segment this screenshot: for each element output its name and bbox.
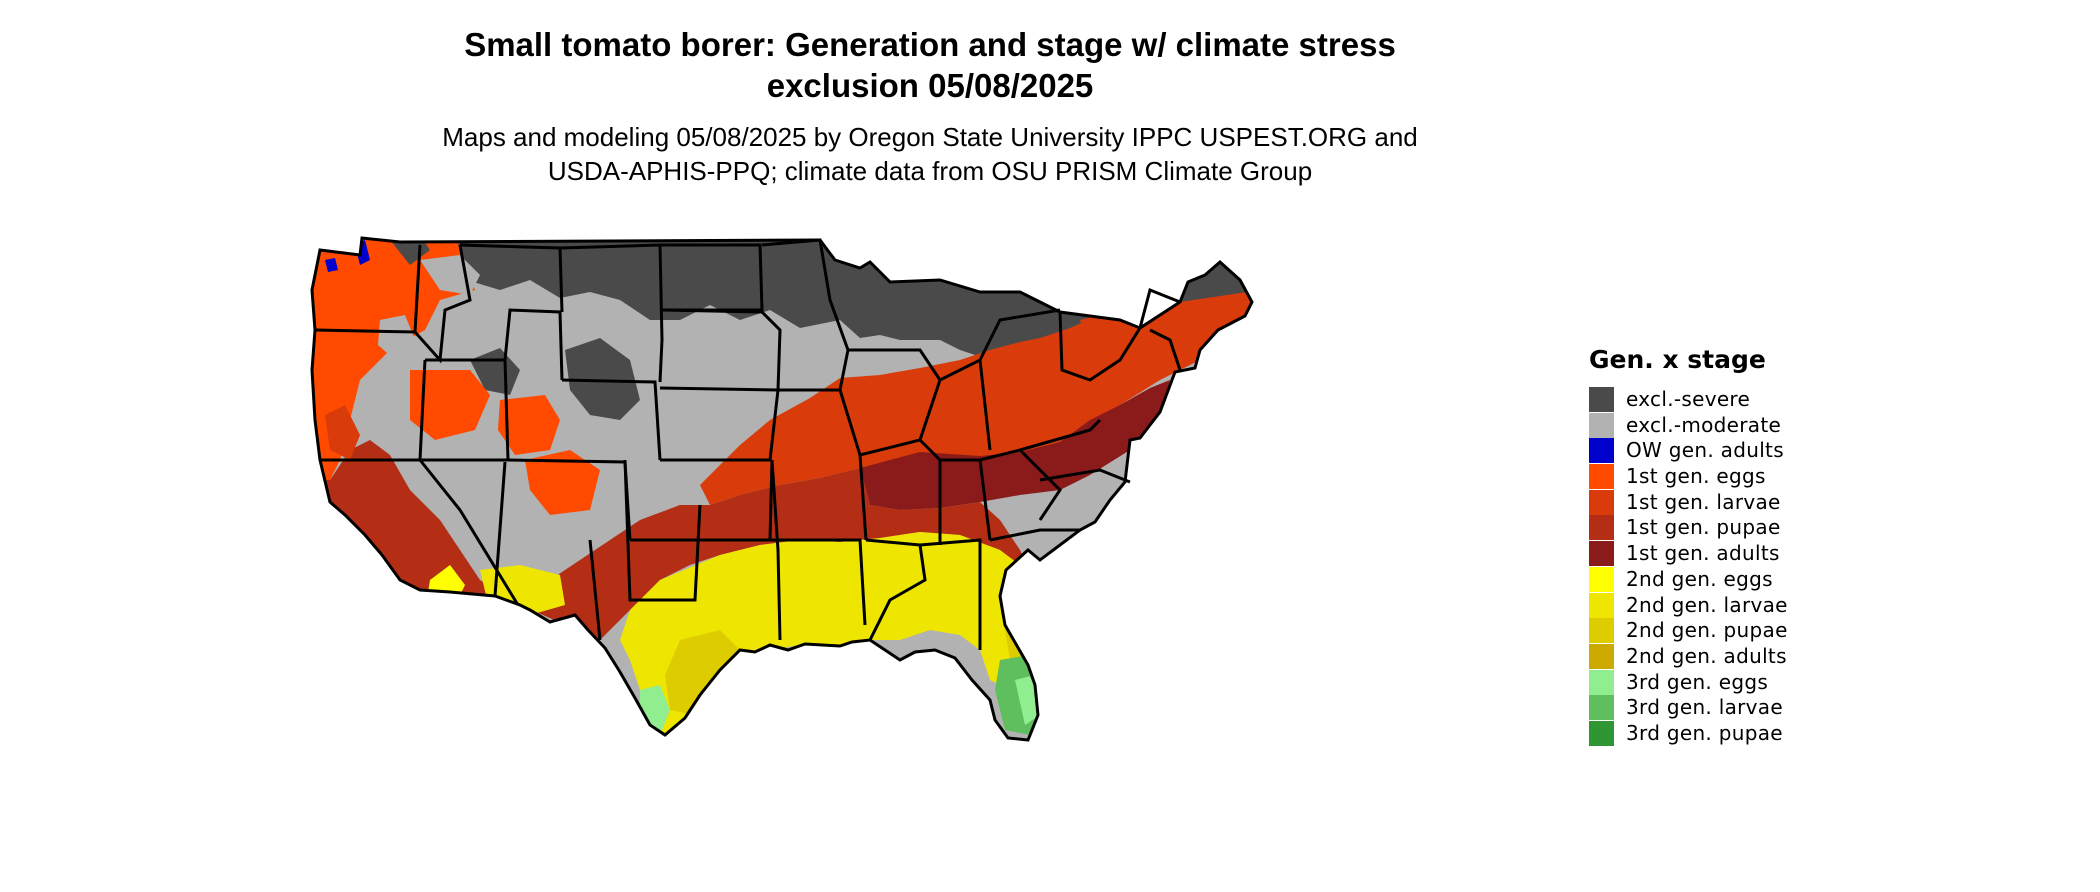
legend-swatch xyxy=(1589,566,1614,592)
legend-label: 1st gen. adults xyxy=(1626,541,1780,566)
legend-label: 2nd gen. larvae xyxy=(1626,592,1788,617)
legend-swatch xyxy=(1589,387,1614,412)
legend-item: 1st gen. larvae xyxy=(1589,489,1909,516)
legend-label: excl.-moderate xyxy=(1626,412,1782,437)
legend-item: 1st gen. adults xyxy=(1589,541,1909,567)
legend-item: OW gen. adults xyxy=(1589,438,1909,464)
legend-item: 2nd gen. eggs xyxy=(1589,566,1909,593)
legend-item: 3rd gen. eggs xyxy=(1589,669,1909,696)
legend-item: 3rd gen. pupae xyxy=(1589,720,1909,747)
us-map xyxy=(310,236,1254,742)
legend-swatch xyxy=(1589,618,1614,644)
map-subtitle: Maps and modeling 05/08/2025 by Oregon S… xyxy=(300,120,1560,188)
legend-label: 2nd gen. adults xyxy=(1626,643,1787,668)
legend-items: excl.-severe excl.-moderate OW gen. adults… xyxy=(1589,387,1909,747)
map-title: Small tomato borer: Generation and stage… xyxy=(300,24,1560,106)
title-line-2: exclusion 05/08/2025 xyxy=(766,67,1094,104)
state-borders xyxy=(310,236,1254,742)
legend-label: 1st gen. eggs xyxy=(1626,464,1766,489)
legend-swatch xyxy=(1589,541,1614,567)
legend-swatch xyxy=(1589,669,1614,695)
legend-swatch xyxy=(1589,515,1614,541)
legend-item: excl.-moderate xyxy=(1589,412,1909,439)
legend-label: 1st gen. larvae xyxy=(1626,489,1781,514)
legend-swatch xyxy=(1589,592,1614,618)
legend-item: 2nd gen. adults xyxy=(1589,643,1909,670)
legend-swatch xyxy=(1589,464,1614,490)
legend-label: 2nd gen. pupae xyxy=(1626,618,1788,643)
legend-item: 2nd gen. larvae xyxy=(1589,592,1909,619)
legend-swatch xyxy=(1589,438,1614,464)
legend-title: Gen. x stage xyxy=(1589,345,1766,374)
legend-label: 3rd gen. pupae xyxy=(1626,720,1783,745)
legend-swatch xyxy=(1589,643,1614,669)
legend-label: 3rd gen. eggs xyxy=(1626,669,1769,694)
legend-item: 2nd gen. pupae xyxy=(1589,618,1909,644)
subtitle-line-1: Maps and modeling 05/08/2025 by Oregon S… xyxy=(442,122,1418,152)
legend-label: excl.-severe xyxy=(1626,387,1751,411)
legend-swatch xyxy=(1589,720,1614,746)
legend-item: 1st gen. pupae xyxy=(1589,515,1909,541)
legend-swatch xyxy=(1589,489,1614,515)
legend: Gen. x stage excl.-severe excl.-moderate O… xyxy=(1589,345,1909,747)
legend-item: 3rd gen. larvae xyxy=(1589,695,1909,721)
legend-label: OW gen. adults xyxy=(1626,438,1784,463)
legend-label: 2nd gen. eggs xyxy=(1626,566,1773,591)
legend-swatch xyxy=(1589,695,1614,721)
legend-item: 1st gen. eggs xyxy=(1589,464,1909,490)
legend-label: 1st gen. pupae xyxy=(1626,515,1781,540)
legend-label: 3rd gen. larvae xyxy=(1626,695,1783,720)
subtitle-line-2: USDA-APHIS-PPQ; climate data from OSU PR… xyxy=(547,156,1313,186)
legend-item: excl.-severe xyxy=(1589,387,1909,413)
title-line-1: Small tomato borer: Generation and stage… xyxy=(464,26,1396,63)
legend-swatch xyxy=(1589,412,1614,438)
